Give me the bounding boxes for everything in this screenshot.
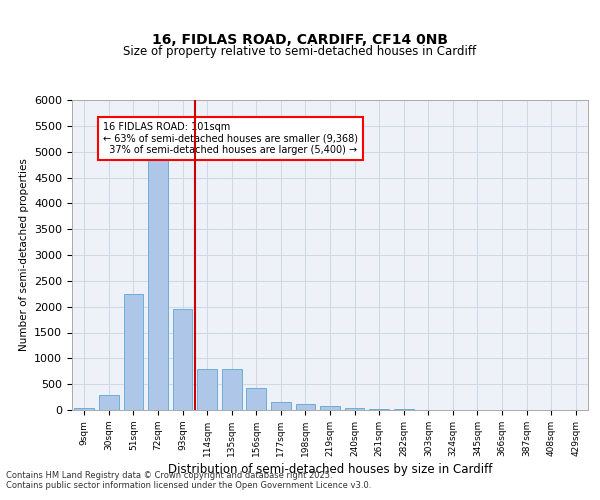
Y-axis label: Number of semi-detached properties: Number of semi-detached properties — [19, 158, 29, 352]
Bar — [222, 368, 242, 410]
Bar — [124, 294, 143, 410]
Bar — [99, 394, 119, 410]
Text: Contains HM Land Registry data © Crown copyright and database right 2025.
Contai: Contains HM Land Registry data © Crown c… — [6, 470, 371, 490]
Bar — [74, 408, 94, 410]
Bar — [345, 408, 364, 410]
Bar — [247, 388, 266, 410]
Bar — [271, 402, 290, 410]
Text: 16, FIDLAS ROAD, CARDIFF, CF14 0NB: 16, FIDLAS ROAD, CARDIFF, CF14 0NB — [152, 32, 448, 46]
Text: 16 FIDLAS ROAD: 101sqm
← 63% of semi-detached houses are smaller (9,368)
  37% o: 16 FIDLAS ROAD: 101sqm ← 63% of semi-det… — [103, 122, 358, 155]
Text: Size of property relative to semi-detached houses in Cardiff: Size of property relative to semi-detach… — [124, 45, 476, 58]
Bar — [296, 404, 315, 410]
X-axis label: Distribution of semi-detached houses by size in Cardiff: Distribution of semi-detached houses by … — [168, 463, 492, 476]
Bar — [320, 406, 340, 410]
Bar — [370, 409, 389, 410]
Bar — [148, 154, 168, 410]
Bar — [197, 368, 217, 410]
Bar — [173, 309, 193, 410]
